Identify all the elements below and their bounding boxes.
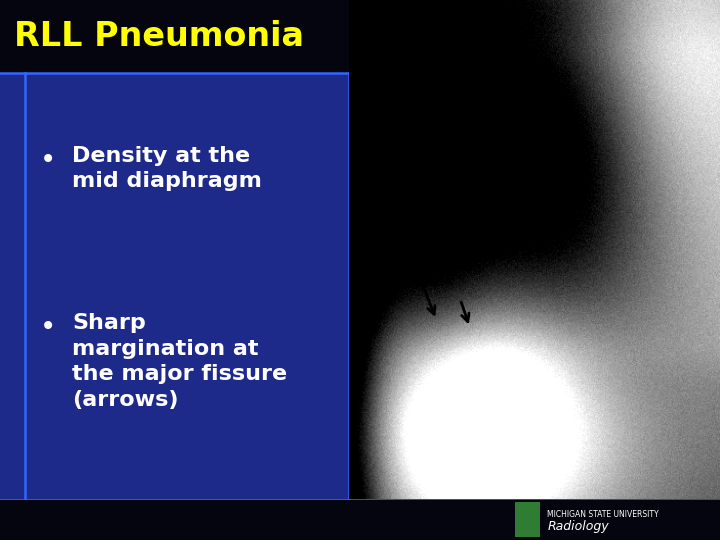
Bar: [515, 502, 540, 537]
Text: •: •: [40, 313, 56, 341]
Text: Density at the
mid diaphragm: Density at the mid diaphragm: [72, 146, 262, 191]
Bar: [0, 73, 349, 500]
Text: Radiology: Radiology: [547, 519, 609, 533]
Text: •: •: [40, 146, 56, 174]
Text: MICHIGAN STATE UNIVERSITY: MICHIGAN STATE UNIVERSITY: [547, 510, 659, 519]
Text: Sharp
margination at
the major fissure
(arrows): Sharp margination at the major fissure (…: [72, 313, 287, 410]
Text: RLL Pneumonia: RLL Pneumonia: [14, 20, 305, 53]
Bar: [0, 500, 720, 540]
